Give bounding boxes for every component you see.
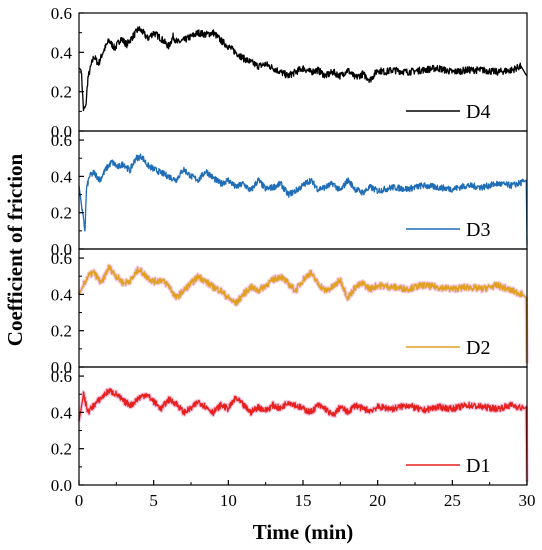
series-line-d1 bbox=[78, 388, 528, 482]
y-tick-label: 0.0 bbox=[51, 240, 72, 259]
y-tick-label: 0.2 bbox=[51, 322, 72, 341]
y-tick-label: 0.6 bbox=[51, 367, 72, 386]
x-tick-label: 15 bbox=[295, 491, 312, 510]
x-tick-label: 20 bbox=[369, 491, 386, 510]
y-tick-label: 0.4 bbox=[51, 403, 73, 422]
y-tick-label: 0.4 bbox=[51, 285, 73, 304]
x-tick-label: 0 bbox=[75, 491, 84, 510]
legend-label-d3: D3 bbox=[466, 219, 490, 241]
panel-frame bbox=[78, 366, 528, 486]
y-tick-label: 0.6 bbox=[51, 4, 72, 23]
series-halo-d1 bbox=[77, 386, 529, 482]
y-tick-label: 0.0 bbox=[51, 358, 72, 377]
panel-d1: 0.0 0.2 0.4 0.6 D1 bbox=[51, 366, 529, 495]
y-tick-label: 0.6 bbox=[51, 249, 72, 268]
x-tick-label: 25 bbox=[444, 491, 461, 510]
legend-label-d2: D2 bbox=[466, 337, 490, 359]
y-tick-label: 0.0 bbox=[51, 122, 72, 141]
y-axis-title: Coefficient of friction bbox=[3, 153, 27, 346]
y-tick-label: 0.0 bbox=[51, 476, 72, 495]
y-tick-label: 0.6 bbox=[51, 131, 72, 150]
series-line-d4 bbox=[78, 26, 528, 112]
y-tick-label: 0.4 bbox=[51, 43, 73, 62]
x-tick-label: 30 bbox=[519, 491, 536, 510]
x-tick-label: 10 bbox=[220, 491, 237, 510]
x-axis-ticks: 0 5 10 15 20 25 30 bbox=[75, 480, 536, 510]
chart-panels: 0.0 0.2 0.4 0.6 D4 0.0 0.2 0.4 0.6 D3 0.0 0.2 0.4 0.6… bbox=[51, 4, 529, 495]
panel-d3: 0.0 0.2 0.4 0.6 D3 bbox=[51, 130, 528, 259]
x-tick-label: 5 bbox=[149, 491, 158, 510]
panel-frame bbox=[78, 248, 528, 368]
series-line-d2 bbox=[78, 264, 528, 364]
series-line-d3 bbox=[78, 153, 528, 246]
y-tick-label: 0.2 bbox=[51, 440, 72, 459]
y-tick-label: 0.2 bbox=[51, 83, 72, 102]
panel-d4: 0.0 0.2 0.4 0.6 D4 bbox=[51, 4, 528, 141]
panel-d2: 0.0 0.2 0.4 0.6 D2 bbox=[51, 248, 529, 377]
legend-label-d4: D4 bbox=[466, 101, 490, 123]
legend-label-d1: D1 bbox=[466, 455, 490, 477]
x-axis-title: Time (min) bbox=[253, 520, 354, 544]
y-tick-label: 0.4 bbox=[51, 167, 73, 186]
y-tick-label: 0.2 bbox=[51, 204, 72, 223]
